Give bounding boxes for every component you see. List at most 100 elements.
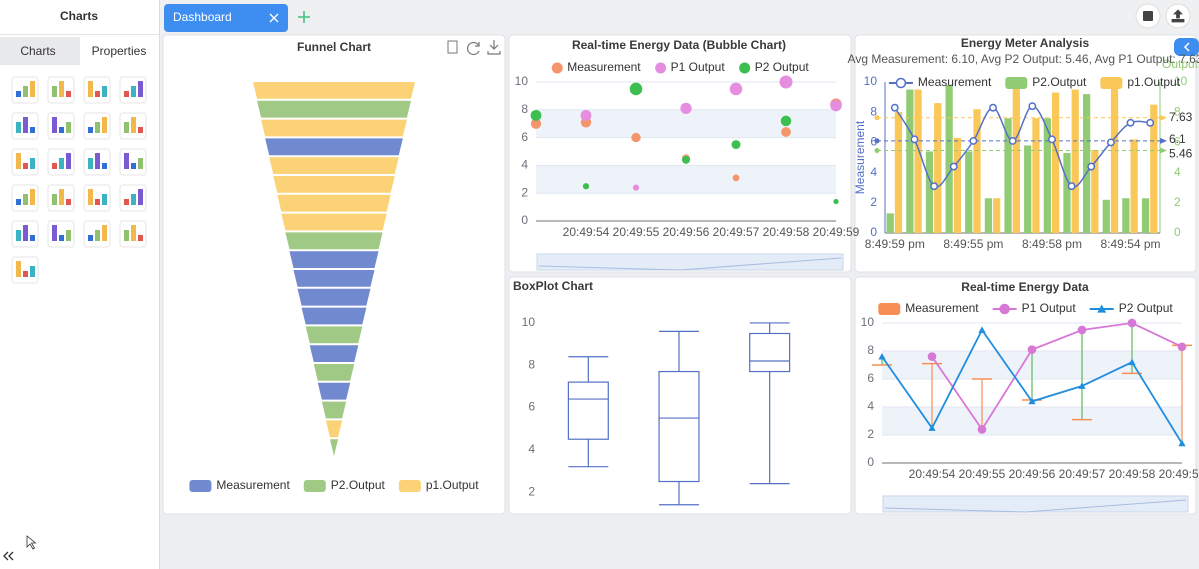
toolbox-download[interactable]: [487, 40, 501, 55]
x-tick-label: 20:49:57: [713, 225, 760, 239]
tab-dashboard[interactable]: [164, 4, 288, 32]
zoom-slider[interactable]: [536, 253, 844, 271]
zoom-slider-shape: [884, 499, 1187, 513]
icon-glyph: [124, 230, 129, 241]
icon-glyph: [30, 235, 35, 241]
y-tick-label: 8: [1174, 104, 1181, 118]
split-area: [536, 165, 836, 194]
y-tick-label: 6: [1174, 135, 1181, 149]
bar: [1110, 85, 1119, 234]
y-tick-label: 10: [522, 315, 536, 329]
icon-glyph: [131, 117, 136, 133]
icon-glyph: [131, 163, 136, 169]
legend-label[interactable]: Measurement: [567, 60, 641, 74]
legend-symbol: [878, 303, 901, 315]
legend-label[interactable]: P1 Output: [671, 60, 726, 74]
y-tick-label: 4: [867, 399, 874, 413]
y-tick-label: 0: [521, 213, 528, 227]
funnel-layer: [293, 270, 375, 287]
sidebar-title: Charts: [60, 9, 98, 23]
funnel-layer: [325, 420, 343, 438]
chart-title: Funnel Chart: [297, 40, 371, 54]
icon-glyph: [30, 81, 35, 97]
icon-glyph: [16, 199, 21, 205]
mark-line-end: [1160, 114, 1167, 121]
sidebar-tab[interactable]: Properties: [92, 44, 147, 58]
bar: [914, 89, 922, 233]
icon-glyph: [66, 91, 71, 97]
bar: [1024, 145, 1032, 233]
add-tab[interactable]: [298, 11, 310, 23]
line-point: [1008, 136, 1017, 145]
panel-toggle[interactable]: [1174, 38, 1199, 56]
bar: [894, 112, 903, 233]
line-point: [978, 326, 986, 333]
x-tick-label: 20:49:58: [763, 225, 810, 239]
x-tick-label: 20:49:56: [663, 225, 710, 239]
legend-symbol: [739, 62, 751, 74]
y-tick-label: 4: [870, 165, 877, 179]
legend-label[interactable]: p1.Output: [1127, 75, 1180, 89]
legend-label[interactable]: Measurement: [216, 478, 290, 492]
bar: [973, 109, 981, 233]
tab-close[interactable]: [269, 13, 279, 23]
icon-glyph: [95, 199, 100, 205]
funnel-layer: [281, 213, 387, 231]
icon-glyph: [138, 158, 143, 169]
y-tick-label: 4: [521, 158, 528, 172]
mark-line-label: 5.46: [1169, 147, 1193, 161]
funnel-layer: [297, 288, 371, 306]
bar: [993, 198, 1001, 233]
funnel-layer: [269, 157, 399, 174]
legend-label[interactable]: Measurement: [918, 75, 992, 89]
funnel-layer: [265, 138, 403, 156]
legend-label[interactable]: P2.Output: [331, 478, 386, 492]
legend-label[interactable]: P1 Output: [1022, 301, 1077, 315]
legend: Measurement P2.Output p1.Output: [888, 75, 1181, 89]
x-tick-label: 20:49:54: [563, 225, 610, 239]
y-tick-label: 6: [870, 135, 877, 149]
legend-label[interactable]: P2 Output: [1119, 301, 1174, 315]
y-tick-label: 4: [528, 442, 535, 456]
mark-line-start: [874, 115, 880, 121]
y-tick-label: 0: [867, 455, 874, 469]
collapse-button[interactable]: [3, 551, 14, 561]
bar: [1004, 118, 1012, 233]
line-point: [1126, 118, 1135, 127]
tab-active-bg[interactable]: [0, 37, 80, 65]
x-tick-label: 20:49:55: [613, 225, 660, 239]
funnel-layer: [301, 307, 367, 325]
legend-label[interactable]: P2.Output: [1032, 75, 1087, 89]
tab-label[interactable]: Dashboard: [173, 10, 232, 24]
zoom-slider[interactable]: [882, 495, 1189, 513]
icon-glyph: [95, 122, 100, 133]
line-point: [878, 353, 886, 360]
x-tick-label: 20:49:54: [909, 467, 956, 481]
toolbox-data-view[interactable]: [447, 40, 458, 54]
bubble: [530, 118, 542, 129]
legend-symbol: [999, 303, 1010, 315]
x-tick-label: 8:49:54 pm: [1101, 237, 1161, 251]
chart-title: BoxPlot Chart: [513, 279, 593, 293]
y-tick-label: 0: [870, 225, 877, 239]
icon-glyph: [131, 194, 136, 205]
line-point: [927, 352, 937, 361]
legend: Measurement P1 Output P2 Output: [878, 301, 1173, 315]
legend-label[interactable]: P2 Output: [755, 60, 810, 74]
y-tick-label: 6: [867, 371, 874, 385]
legend-symbol: [1100, 77, 1123, 89]
toolbox-restore[interactable]: [466, 41, 480, 56]
icon-glyph: [16, 153, 21, 169]
line-point: [949, 162, 958, 171]
legend-label[interactable]: Measurement: [905, 301, 979, 315]
bubble: [780, 115, 792, 127]
bubble: [732, 174, 740, 182]
y-tick-label: 6: [528, 400, 535, 414]
bar: [1141, 198, 1150, 233]
line-point: [1077, 325, 1087, 335]
sidebar-tab[interactable]: Charts: [20, 44, 55, 58]
x-tick-label: 8:49:55 pm: [943, 237, 1003, 251]
save-icon: [1143, 11, 1153, 21]
icon-glyph: [16, 91, 21, 97]
legend-label[interactable]: p1.Output: [426, 478, 479, 492]
